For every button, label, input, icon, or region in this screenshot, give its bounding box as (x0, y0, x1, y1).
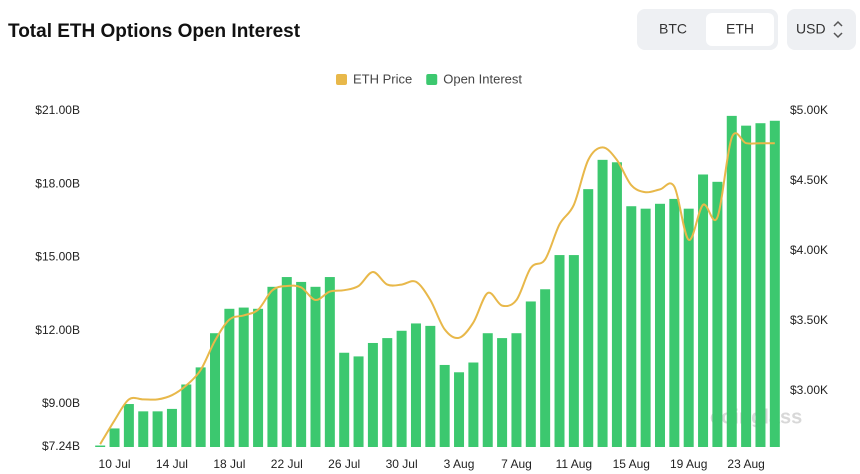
bar (281, 277, 292, 447)
bar (726, 115, 737, 447)
bar (468, 362, 479, 447)
bar (123, 404, 134, 447)
bar (554, 255, 565, 447)
y2-tick-label: $3.00K (790, 383, 828, 397)
bar (597, 159, 608, 447)
bar (310, 286, 321, 447)
tab-btc[interactable]: BTC (659, 21, 687, 37)
bar (511, 333, 522, 447)
x-tick-label: 3 Aug (444, 457, 475, 471)
price-line (99, 132, 775, 445)
bar (195, 367, 206, 447)
legend-label: ETH Price (353, 71, 412, 86)
legend-swatch (426, 74, 438, 85)
y-tick-label: $21.00B (35, 103, 80, 117)
bar (166, 408, 177, 447)
y2-tick-label: $5.00K (790, 103, 828, 117)
bar (425, 325, 436, 447)
y-tick-label: $7.24B (42, 439, 80, 453)
chevron (833, 20, 843, 39)
bar (683, 208, 694, 447)
x-tick-label: 10 Jul (99, 457, 131, 471)
bar (583, 189, 594, 448)
currency-label[interactable]: USD (796, 21, 826, 37)
tab-eth[interactable]: ETH (726, 21, 754, 37)
legend-label: Open Interest (443, 71, 522, 86)
bar (396, 330, 407, 447)
y2-tick-label: $4.50K (790, 173, 828, 187)
bar (669, 198, 680, 447)
bar (439, 364, 450, 447)
chart-title: Total ETH Options Open Interest (8, 21, 301, 42)
bar (152, 411, 163, 447)
y-tick-label: $15.00B (35, 250, 80, 264)
bar (267, 286, 278, 447)
x-tick-label: 11 Aug (556, 457, 592, 471)
bar (410, 323, 421, 447)
x-tick-label: 19 Aug (670, 457, 707, 471)
y2-tick-label: $4.00K (790, 243, 828, 257)
bar (482, 333, 493, 447)
bar (296, 281, 307, 447)
bar (712, 181, 723, 447)
bar (654, 203, 665, 447)
bar (95, 445, 106, 447)
bar (626, 206, 637, 447)
x-tick-label: 30 Jul (386, 457, 418, 471)
bar (454, 372, 465, 447)
y2-tick-label: $3.50K (790, 313, 828, 327)
y-tick-label: $9.00B (42, 396, 80, 410)
bar (382, 338, 393, 447)
y-tick-label: $12.00B (35, 323, 80, 337)
bar (769, 120, 780, 447)
x-tick-label: 26 Jul (328, 457, 360, 471)
bar (741, 125, 752, 448)
tab-selected-bg (706, 13, 774, 46)
bar (109, 428, 120, 447)
bar (238, 307, 249, 447)
bar (525, 301, 536, 447)
bar (353, 356, 364, 447)
y-tick-label: $18.00B (35, 176, 80, 190)
x-tick-label: 14 Jul (156, 457, 188, 471)
bar (138, 411, 149, 447)
bar (181, 384, 192, 447)
bar (339, 352, 350, 447)
bar (224, 308, 235, 447)
x-tick-label: 15 Aug (613, 457, 650, 471)
bar (568, 255, 579, 447)
bar (540, 289, 551, 447)
bar (640, 208, 651, 447)
x-tick-label: 7 Aug (501, 457, 532, 471)
legend-swatch (336, 74, 347, 85)
bar (324, 277, 335, 447)
x-tick-label: 23 Aug (727, 457, 764, 471)
x-tick-label: 18 Jul (213, 457, 245, 471)
x-tick-label: 22 Jul (271, 457, 303, 471)
bar (497, 338, 508, 447)
bar (611, 162, 622, 448)
bar (698, 174, 709, 447)
bar (253, 308, 264, 447)
bar (367, 342, 378, 447)
bar (755, 123, 766, 448)
currency-select[interactable] (787, 9, 856, 50)
bar (210, 333, 221, 447)
